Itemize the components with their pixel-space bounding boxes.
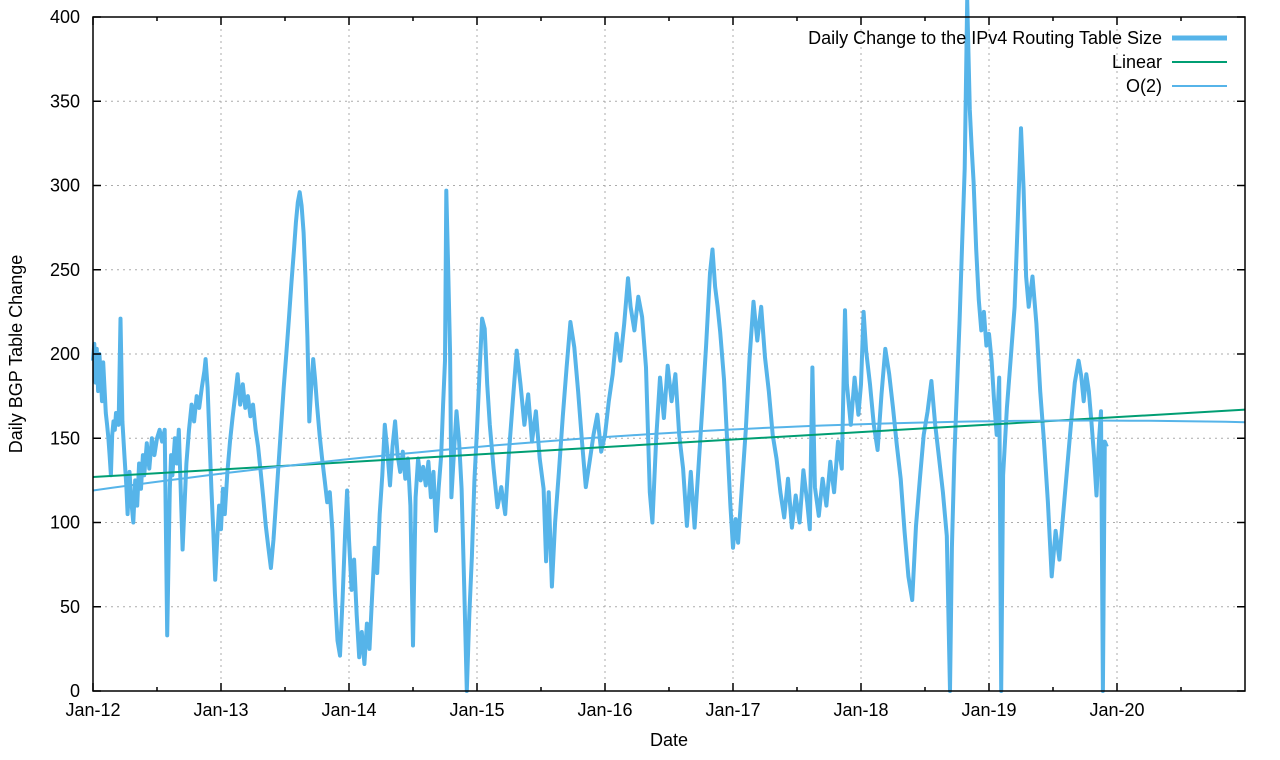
x-tick-label: Jan-18 — [833, 700, 888, 720]
y-tick-label: 200 — [50, 344, 80, 364]
o2-fit-line — [92, 419, 1246, 492]
x-tick-label: Jan-19 — [961, 700, 1016, 720]
y-tick-label: 100 — [50, 513, 80, 533]
y-tick-label: 300 — [50, 176, 80, 196]
x-tick-label: Jan-16 — [577, 700, 632, 720]
y-axis-title: Daily BGP Table Change — [6, 255, 26, 453]
y-tick-label: 400 — [50, 7, 80, 27]
x-tick-label: Jan-17 — [705, 700, 760, 720]
x-axis-title: Date — [650, 730, 688, 750]
axes: 0 50 100 150 200 250 300 350 400 Jan-12 Jan-13 Jan-… — [50, 7, 1245, 720]
x-tick-label: Jan-12 — [65, 700, 120, 720]
x-tick-label: Jan-15 — [449, 700, 504, 720]
x-tick-label: Jan-14 — [321, 700, 376, 720]
y-tick-label: 150 — [50, 428, 80, 448]
x-tick-label: Jan-13 — [193, 700, 248, 720]
gridlines — [93, 17, 1245, 691]
legend-label: O(2) — [1126, 76, 1162, 96]
y-tick-label: 350 — [50, 91, 80, 111]
y-tick-label: 0 — [70, 681, 80, 701]
chart-body: 0 50 100 150 200 250 300 350 400 Jan-12 Jan-13 Jan-… — [50, 0, 1246, 720]
daily-change-series-line — [91, 0, 1109, 693]
y-tick-label: 250 — [50, 260, 80, 280]
y-tick-label: 50 — [60, 597, 80, 617]
legend: Daily Change to the IPv4 Routing Table S… — [808, 28, 1227, 96]
x-tick-label: Jan-20 — [1089, 700, 1144, 720]
legend-label: Daily Change to the IPv4 Routing Table S… — [808, 28, 1162, 48]
legend-label: Linear — [1112, 52, 1162, 72]
